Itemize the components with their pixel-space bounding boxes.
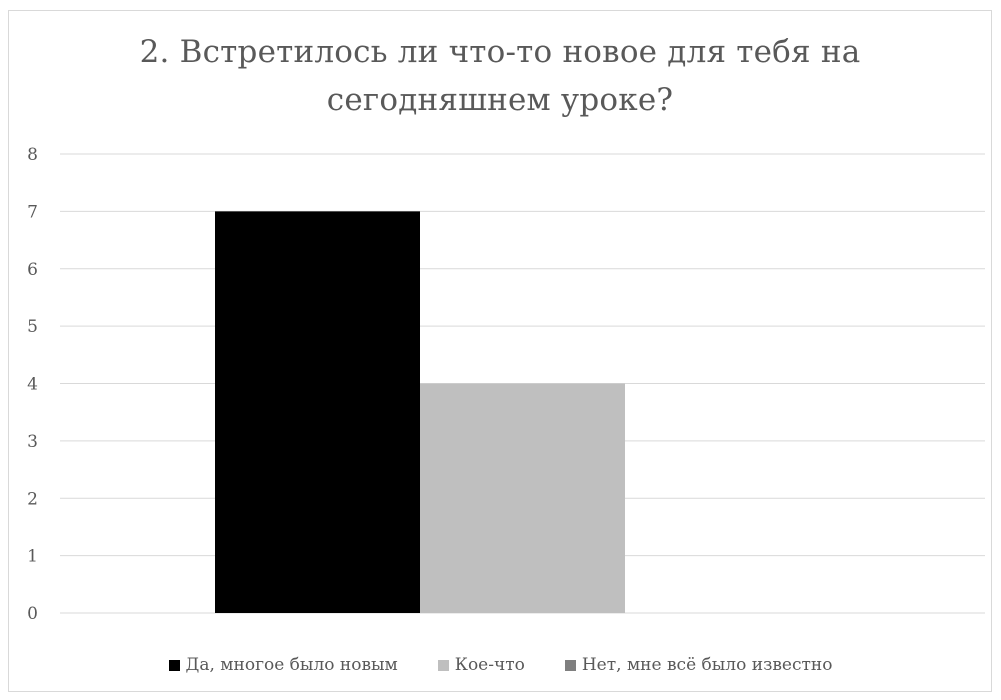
legend: Да, многое было новым Кое-что Нет, мне всё… <box>0 652 1001 678</box>
bar <box>420 383 625 613</box>
legend-swatch <box>168 659 180 671</box>
bar <box>215 211 420 613</box>
y-tick-label: 2 <box>27 489 38 509</box>
legend-swatch <box>437 659 449 671</box>
legend-item: Да, многое было новым <box>168 652 398 678</box>
y-tick-label: 0 <box>27 604 38 624</box>
y-tick-label: 7 <box>27 202 38 222</box>
bars <box>215 211 625 613</box>
legend-label: Да, многое было новым <box>185 655 398 675</box>
y-tick-label: 8 <box>27 145 38 165</box>
y-tick-label: 4 <box>27 375 38 395</box>
y-axis-ticks: 0 1 2 3 4 5 6 7 8 <box>27 145 38 624</box>
y-tick-label: 5 <box>27 317 38 337</box>
y-tick-label: 6 <box>27 260 38 280</box>
y-tick-label: 3 <box>27 432 38 452</box>
legend-label: Кое-что <box>454 655 525 675</box>
legend-swatch <box>564 659 576 671</box>
legend-label: Нет, мне всё было известно <box>581 655 833 675</box>
y-tick-label: 1 <box>27 547 38 567</box>
legend-item: Нет, мне всё было известно <box>564 652 833 678</box>
legend-item: Кое-что <box>437 652 525 678</box>
chart-title: 2. Встретилось ли что-то новое для тебя … <box>139 34 861 118</box>
